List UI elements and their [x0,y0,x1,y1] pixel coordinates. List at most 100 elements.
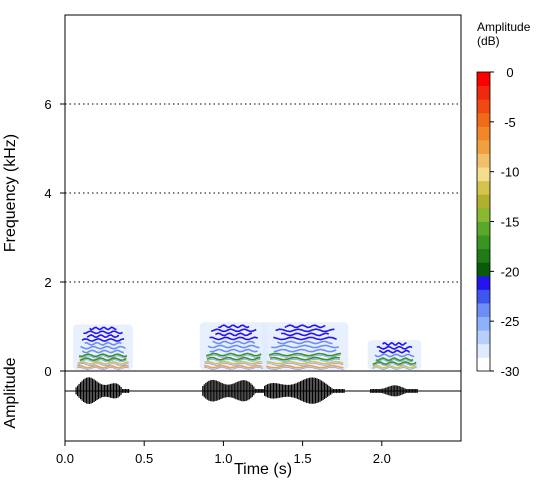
oscillogram-layer [65,377,461,404]
colorbar-swatch [477,221,490,236]
colorbar-swatch [477,85,490,100]
harmonic-band [277,340,333,345]
colorbar-swatch [477,289,490,304]
harmonic-band-edge [266,366,344,370]
plot-frame [64,14,462,442]
harmonic-band [204,364,264,369]
x-tick-label: 1.5 [294,451,312,466]
spectrogram-layer [73,322,422,371]
x-tick-label: 0.0 [56,451,74,466]
colorbar-swatch [477,126,490,141]
colorbar-swatch [477,167,490,182]
colorbar-swatch [477,316,490,331]
harmonic-band-edge [372,363,417,367]
harmonic-band-edge [372,366,417,371]
harmonic-band [372,364,417,369]
colorbar-swatch [477,235,490,250]
colorbar-title: Amplitude [477,20,531,34]
harmonic-band [78,353,128,358]
harmonic-band [206,356,261,361]
harmonic-band [204,360,263,365]
harmonic-band [86,334,120,339]
harmonic-band-edge [270,358,340,362]
harmonic-band [376,345,413,350]
spectrogram-segment [261,322,349,370]
harmonic-band [374,353,415,358]
harmonic-band-edge [268,354,342,358]
colorbar-swatch [477,275,490,290]
colorbar-swatch [477,248,490,263]
grid-lines [65,103,461,283]
harmonic-band [273,348,337,353]
waveform-segment [202,379,265,402]
harmonic-band-edge [206,358,261,362]
harmonic-band [77,364,129,369]
harmonic-band [89,326,117,331]
harmonic-band [378,349,411,354]
harmonic-band [83,330,123,335]
harmonic-band [210,328,257,333]
colorbar-swatch [477,343,490,358]
harmonic-band [275,328,335,333]
waveform-segment [75,377,130,404]
colorbar-tick-label: 0 [506,65,513,80]
harmonic-band [209,348,258,353]
harmonic-band [81,337,125,342]
harmonic-band [84,341,122,346]
colorbar-tick-label: -5 [504,115,516,130]
harmonic-band-edge [78,355,128,359]
spectrogram-segment [73,324,133,371]
x-tick-label: 1.0 [214,451,232,466]
harmonic-band [207,344,260,349]
y-tick-label: 0 [44,364,51,379]
harmonic-band-edge [206,354,262,358]
spectrogram-segment [199,322,268,370]
x-tick-label: 0.5 [135,451,153,466]
harmonic-band [268,352,342,357]
harmonic-band-edge [77,363,129,367]
harmonic-band [80,345,126,350]
harmonic-band [205,352,262,357]
waveform-segment [264,377,345,404]
harmonic-band [266,364,344,369]
harmonic-band [79,357,127,362]
harmonic-band-edge [79,359,127,363]
colorbar-tick-label: -25 [501,314,520,329]
colorbar-swatch [477,180,490,195]
colorbar-legend: 0 -5 -10 -15 -20 -25 -30 Amplitude(dB) [476,20,531,379]
harmonic-band-edge [204,366,264,370]
oscillogram-frame [64,370,462,442]
y-tick-label: 6 [44,97,51,112]
colorbar-swatch [477,194,490,209]
harmonic-band [212,340,256,345]
colorbar-tick-label: -30 [501,364,520,379]
y-tick-label: 4 [44,186,51,201]
harmonic-band [273,336,337,341]
colorbar-swatch [477,99,490,114]
harmonic-band [209,336,259,341]
colorbar-swatch [477,330,490,345]
colorbar-swatch [477,262,490,277]
colorbar-swatch [477,139,490,154]
x-axis-label: Time (s) [234,461,292,478]
harmonic-band [81,349,125,354]
harmonic-band [284,324,326,329]
colorbar-swatch [477,357,490,372]
colorbar-tick-label: -15 [501,215,520,230]
x-tick-label: 2.0 [373,451,391,466]
oscillogram-y-label: Amplitude [2,357,19,428]
harmonic-band [372,361,417,366]
harmonic-band-edge [77,366,129,371]
harmonic-band [77,361,129,366]
harmonic-band [375,357,414,362]
y-axis: 0 2 4 6 [44,97,65,379]
colorbar-swatch [477,153,490,168]
colorbar-swatch [477,303,490,318]
y-axis-label: Frequency (kHz) [2,134,19,252]
colorbar-swatch [477,207,490,222]
colorbar-swatch [477,112,490,127]
harmonic-band [270,356,340,361]
harmonic-band-edge [375,359,414,363]
colorbar-tick-label: -20 [501,264,520,279]
